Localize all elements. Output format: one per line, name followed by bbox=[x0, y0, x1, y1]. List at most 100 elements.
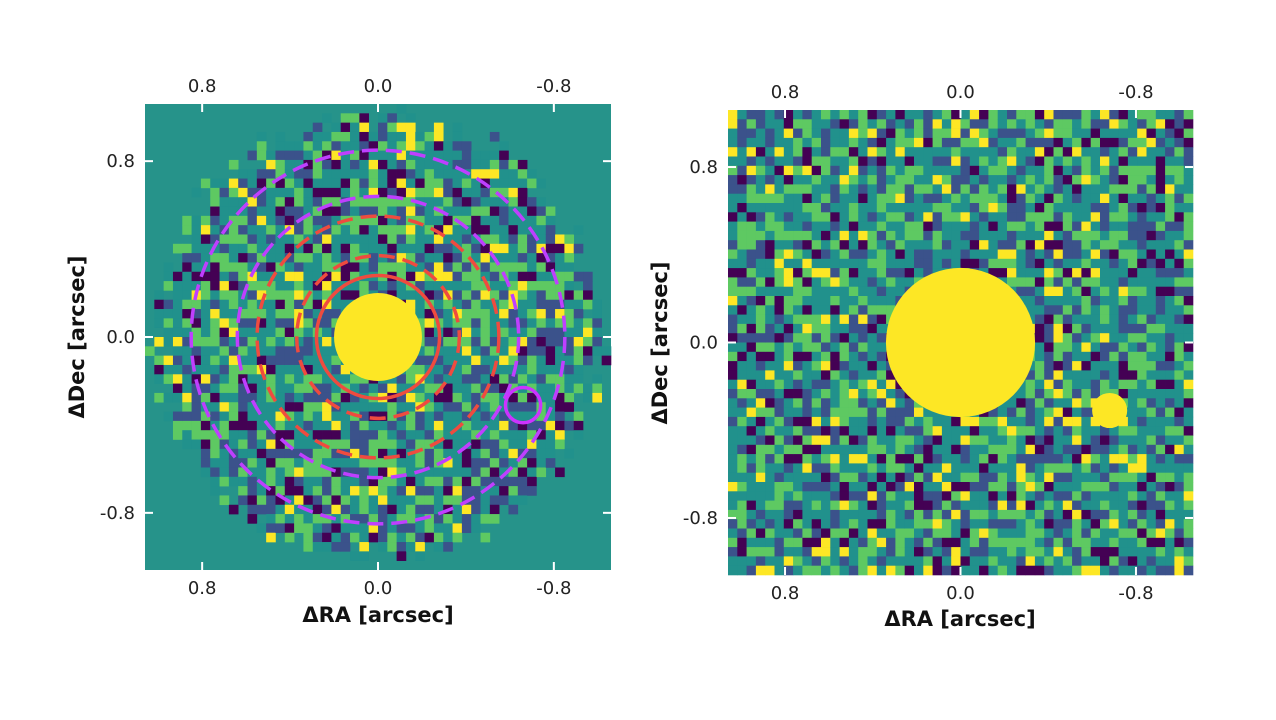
left-image-pixel bbox=[555, 355, 565, 366]
right-image-pixel bbox=[914, 165, 924, 176]
left-image-pixel bbox=[573, 243, 584, 254]
right-image-pixel bbox=[830, 491, 840, 501]
right-image-pixel bbox=[867, 110, 878, 120]
right-image-pixel bbox=[1072, 268, 1082, 278]
right-image-pixel bbox=[1155, 398, 1166, 408]
left-image-pixel bbox=[275, 495, 286, 506]
right-image-pixel bbox=[1090, 175, 1101, 185]
left-image-pixel bbox=[284, 364, 295, 375]
right-image-pixel bbox=[960, 416, 971, 427]
left-image-pixel bbox=[396, 253, 407, 263]
left-image-pixel bbox=[359, 243, 369, 254]
right-image-pixel bbox=[848, 509, 859, 520]
left-image-pixel bbox=[247, 486, 258, 496]
left-image-pixel bbox=[266, 299, 276, 310]
left-image-pixel bbox=[471, 206, 481, 217]
left-image-pixel bbox=[238, 262, 248, 273]
right-image-pixel bbox=[737, 268, 747, 278]
right-image-pixel bbox=[886, 528, 896, 539]
right-image-pixel bbox=[1072, 416, 1082, 427]
right-image-pixel bbox=[1137, 435, 1147, 446]
left-image-pixel bbox=[527, 290, 537, 301]
right-image-pixel bbox=[1053, 193, 1064, 204]
right-image-pixel bbox=[1044, 398, 1054, 408]
right-image-pixel bbox=[951, 203, 961, 213]
right-image-pixel bbox=[765, 519, 775, 529]
left-image-pixel bbox=[433, 309, 444, 319]
left-image-pixel bbox=[284, 411, 295, 422]
right-image-pixel bbox=[1183, 221, 1194, 232]
left-image-pixel bbox=[219, 197, 230, 207]
right-image-pixel bbox=[1034, 323, 1045, 334]
right-image-pixel bbox=[969, 230, 980, 241]
left-image-pixel bbox=[238, 420, 248, 431]
left-image-pixel bbox=[200, 392, 211, 403]
left-image-pixel bbox=[405, 299, 416, 310]
right-image-pixel bbox=[1025, 472, 1036, 483]
left-image-pixel bbox=[489, 290, 500, 301]
right-image-pixel bbox=[1053, 482, 1064, 492]
right-image-pixel bbox=[1118, 509, 1129, 520]
right-image-pixel bbox=[969, 528, 980, 539]
left-image-pixel bbox=[378, 122, 388, 133]
left-image-pixel bbox=[433, 262, 444, 273]
right-image-pixel bbox=[1109, 537, 1119, 548]
left-image-pixel bbox=[256, 253, 267, 263]
right-image-pixel bbox=[1127, 472, 1138, 483]
left-image-pixel bbox=[331, 411, 342, 422]
right-image-pixel bbox=[839, 482, 850, 492]
right-image-pixel bbox=[1165, 556, 1175, 566]
right-image-pixel bbox=[1100, 277, 1110, 287]
right-image-pixel bbox=[1044, 482, 1054, 492]
right-image-pixel bbox=[802, 221, 812, 232]
left-image-pixel bbox=[303, 243, 314, 254]
left-image-pixel bbox=[322, 392, 332, 403]
left-image-pixel bbox=[247, 346, 258, 356]
right-image-pixel bbox=[988, 454, 998, 464]
right-image-pixel bbox=[1034, 444, 1045, 455]
right-image-pixel bbox=[1081, 119, 1091, 129]
right-image-pixel bbox=[1062, 426, 1073, 436]
right-image-pixel bbox=[1034, 305, 1045, 315]
right-image-pixel bbox=[839, 389, 850, 399]
right-image-pixel bbox=[728, 110, 738, 120]
left-image-pixel bbox=[471, 392, 481, 403]
right-image-pixel bbox=[1072, 128, 1082, 139]
left-image-pixel bbox=[471, 215, 481, 226]
left-image-pixel bbox=[228, 206, 239, 217]
right-image-pixel bbox=[951, 472, 961, 483]
left-image-pixel bbox=[228, 355, 239, 366]
left-image-pixel bbox=[340, 299, 351, 310]
right-image-pixel bbox=[783, 556, 794, 566]
left-image-pixel bbox=[303, 346, 314, 356]
left-image-pixel bbox=[415, 271, 425, 282]
left-image-pixel bbox=[275, 504, 286, 515]
right-image-pixel bbox=[802, 407, 812, 418]
left-image-pixel bbox=[275, 364, 286, 375]
left-image-pixel bbox=[433, 514, 444, 524]
right-image-pixel bbox=[1081, 435, 1091, 446]
right-image-pixel bbox=[1165, 296, 1175, 306]
left-image-pixel bbox=[433, 383, 444, 394]
right-image-pixel bbox=[932, 556, 943, 566]
right-image-pixel bbox=[1025, 277, 1036, 287]
right-image-pixel bbox=[746, 416, 757, 427]
left-image-pixel bbox=[592, 318, 602, 328]
right-image-pixel bbox=[1090, 128, 1101, 139]
left-image-pixel bbox=[284, 318, 295, 328]
left-image-pixel bbox=[471, 458, 481, 468]
left-image-pixel bbox=[424, 439, 435, 450]
left-image-pixel bbox=[303, 327, 314, 338]
right-image-pixel bbox=[867, 351, 878, 362]
left-image-pixel bbox=[396, 467, 407, 478]
left-image-pixel bbox=[200, 299, 211, 310]
left-image-pixel bbox=[163, 374, 174, 384]
right-image-pixel bbox=[802, 193, 812, 204]
left-image-pixel bbox=[200, 243, 211, 254]
right-image-pixel bbox=[1155, 221, 1166, 232]
right-image-pixel bbox=[1062, 333, 1073, 343]
right-image-pixel bbox=[1100, 165, 1110, 176]
right-image-pixel bbox=[1174, 500, 1184, 511]
left-image-pixel bbox=[247, 383, 258, 394]
right-image-pixel bbox=[811, 537, 822, 548]
